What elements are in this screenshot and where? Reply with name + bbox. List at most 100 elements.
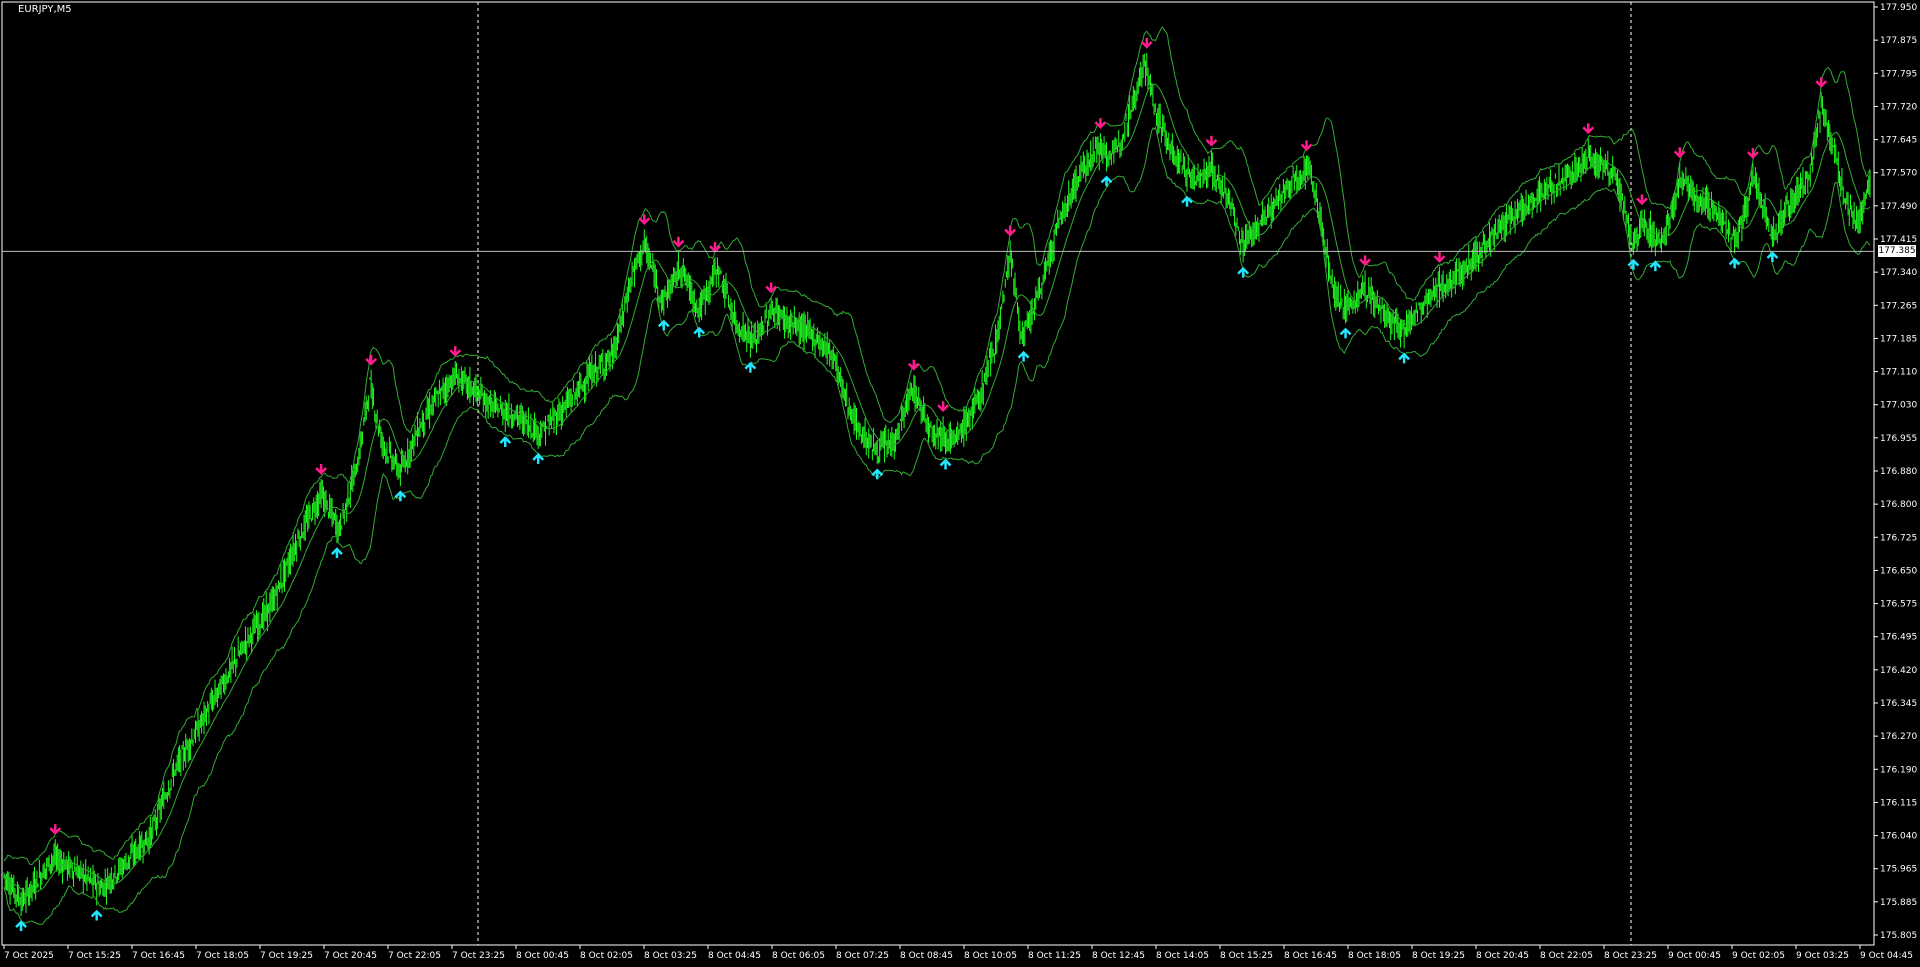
x-tick-label: 9 Oct 02:05: [1732, 951, 1785, 961]
sell-arrow-icon: [709, 242, 721, 253]
x-tick-label: 8 Oct 18:05: [1348, 951, 1401, 961]
y-tick-label: 177.645: [1880, 136, 1917, 146]
sell-arrow-icon: [1094, 118, 1107, 129]
y-tick-label: 175.885: [1880, 898, 1917, 908]
x-tick-label: 8 Oct 00:45: [516, 951, 569, 961]
x-tick-label: 8 Oct 04:45: [708, 951, 761, 961]
buy-arrow-icon: [1649, 260, 1662, 272]
buy-arrow-icon: [1339, 327, 1352, 339]
y-tick-label: 176.345: [1880, 699, 1917, 709]
y-tick-label: 176.420: [1880, 666, 1917, 676]
x-tick-label: 7 Oct 19:25: [260, 951, 313, 961]
x-tick-label: 8 Oct 23:25: [1604, 951, 1657, 961]
y-tick-label: 176.650: [1880, 566, 1917, 576]
x-tick-label: 9 Oct 03:25: [1796, 951, 1849, 961]
buy-arrow-icon: [1627, 258, 1640, 270]
x-tick-label: 9 Oct 04:45: [1860, 951, 1913, 961]
signal-arrows: [15, 37, 1828, 932]
y-tick-label: 177.795: [1880, 69, 1917, 79]
y-tick-label: 177.265: [1880, 301, 1917, 311]
y-tick-label: 177.490: [1880, 202, 1917, 212]
sell-arrow-icon: [765, 282, 778, 294]
buy-arrow-icon: [1017, 350, 1030, 362]
buy-arrow-icon: [331, 547, 343, 559]
sell-arrow-icon: [1815, 77, 1828, 88]
x-tick-label: 8 Oct 15:25: [1220, 951, 1273, 961]
x-tick-label: 8 Oct 19:25: [1412, 951, 1465, 961]
upper-band: [3, 26, 1871, 866]
x-tick-label: 7 Oct 16:45: [132, 951, 185, 961]
y-tick-label: 175.805: [1880, 931, 1917, 941]
candles: [3, 52, 1871, 917]
buy-arrow-icon: [90, 909, 103, 921]
y-tick-label: 177.185: [1880, 334, 1917, 344]
y-tick-label: 177.570: [1880, 169, 1917, 179]
sell-arrow-icon: [1673, 147, 1686, 159]
x-tick-label: 7 Oct 15:25: [68, 951, 121, 961]
y-tick-label: 176.040: [1880, 832, 1917, 842]
x-tick-label: 8 Oct 16:45: [1284, 951, 1337, 961]
sell-arrow-icon: [315, 464, 327, 475]
buy-arrow-icon: [744, 361, 757, 373]
y-tick-label: 177.875: [1880, 36, 1917, 46]
x-tick-label: 7 Oct 2025: [4, 951, 54, 961]
y-tick-label: 177.340: [1880, 268, 1917, 278]
y-tick-label: 176.495: [1880, 633, 1917, 643]
x-tick-label: 8 Oct 02:05: [580, 951, 633, 961]
x-tick-label: 8 Oct 08:45: [900, 951, 953, 961]
buy-arrow-icon: [499, 436, 512, 447]
plot-frame: [1, 1, 1875, 946]
buy-arrow-icon: [1100, 175, 1113, 187]
sell-arrow-icon: [449, 346, 462, 357]
y-tick-label: 177.720: [1880, 102, 1917, 112]
sell-arrow-icon: [1636, 194, 1648, 206]
x-tick-label: 8 Oct 11:25: [1028, 951, 1081, 961]
x-tick-label: 7 Oct 23:25: [452, 951, 505, 961]
buy-arrow-icon: [394, 490, 407, 502]
x-tick-label: 7 Oct 22:05: [388, 951, 441, 961]
y-tick-label: 177.415: [1880, 235, 1917, 245]
lower-band: [3, 126, 1871, 926]
y-tick-label: 176.725: [1880, 533, 1917, 543]
sell-arrow-icon: [1359, 255, 1371, 267]
y-tick-label: 177.030: [1880, 401, 1917, 411]
y-tick-label: 176.190: [1880, 765, 1917, 775]
y-tick-label: 175.965: [1880, 865, 1917, 875]
sell-arrow-icon: [1300, 140, 1313, 152]
x-tick-label: 8 Oct 14:05: [1156, 951, 1209, 961]
buy-arrow-icon: [939, 458, 952, 470]
sell-arrow-icon: [1140, 37, 1153, 49]
buy-arrow-icon: [871, 468, 884, 480]
sell-arrow-icon: [672, 236, 685, 248]
buy-arrow-icon: [693, 326, 706, 338]
sell-arrow-icon: [937, 401, 949, 413]
chart-symbol-title: EURJPY,M5: [18, 4, 72, 15]
buy-arrow-icon: [1728, 257, 1741, 269]
buy-arrow-icon: [532, 453, 545, 464]
x-tick-label: 8 Oct 06:05: [772, 951, 825, 961]
y-tick-label: 176.955: [1880, 434, 1917, 444]
x-tick-label: 8 Oct 20:45: [1476, 951, 1529, 961]
sell-arrow-icon: [1747, 148, 1759, 159]
x-tick-label: 9 Oct 00:45: [1668, 951, 1721, 961]
sell-arrow-icon: [1582, 123, 1595, 135]
sell-arrow-icon: [907, 359, 920, 371]
sell-arrow-icon: [365, 354, 377, 366]
x-tick-label: 7 Oct 20:45: [324, 951, 377, 961]
y-tick-label: 177.110: [1880, 368, 1917, 378]
buy-arrow-icon: [1766, 251, 1779, 262]
y-tick-label: 176.575: [1880, 600, 1917, 610]
x-tick-label: 8 Oct 12:45: [1092, 951, 1145, 961]
y-tick-label: 176.115: [1880, 798, 1917, 808]
sell-arrow-icon: [1205, 135, 1218, 147]
x-tick-label: 8 Oct 10:05: [964, 951, 1017, 961]
x-tick-label: 8 Oct 03:25: [644, 951, 697, 961]
buy-arrow-icon: [15, 920, 27, 932]
y-tick-label: 176.800: [1880, 500, 1917, 510]
x-tick-label: 8 Oct 22:05: [1540, 951, 1593, 961]
sell-arrow-icon: [49, 824, 62, 835]
sell-arrow-icon: [1433, 252, 1446, 263]
current-price-tag: 177.385: [1878, 245, 1916, 258]
y-tick-label: 176.880: [1880, 467, 1917, 477]
